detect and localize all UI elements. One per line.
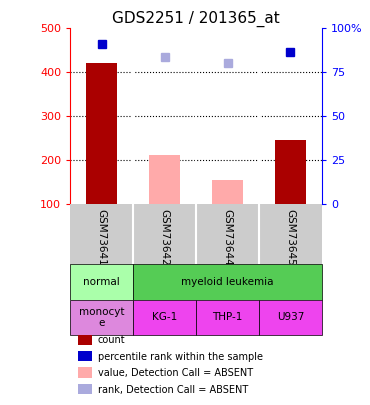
Text: myeloid leukemia: myeloid leukemia <box>181 277 274 287</box>
Bar <box>70 264 133 300</box>
Bar <box>196 300 259 335</box>
Bar <box>133 264 322 300</box>
Text: value, Detection Call = ABSENT: value, Detection Call = ABSENT <box>98 368 253 378</box>
Text: U937: U937 <box>277 312 304 322</box>
Bar <box>86 64 118 204</box>
Bar <box>78 351 92 362</box>
Text: GSM73641: GSM73641 <box>97 209 107 265</box>
Text: rank, Detection Call = ABSENT: rank, Detection Call = ABSENT <box>98 385 248 395</box>
Bar <box>78 367 92 378</box>
Bar <box>149 156 181 204</box>
Bar <box>70 300 133 335</box>
Bar <box>78 335 92 345</box>
Bar <box>78 384 92 394</box>
Title: GDS2251 / 201365_at: GDS2251 / 201365_at <box>112 11 280 27</box>
Text: percentile rank within the sample: percentile rank within the sample <box>98 352 263 362</box>
Text: normal: normal <box>83 277 120 287</box>
Text: GSM73644: GSM73644 <box>222 209 233 265</box>
Text: monocyt
e: monocyt e <box>79 307 124 328</box>
Text: GSM73645: GSM73645 <box>285 209 296 265</box>
Bar <box>275 140 306 204</box>
Bar <box>259 300 322 335</box>
Text: count: count <box>98 335 125 345</box>
Text: GSM73642: GSM73642 <box>159 209 170 265</box>
Bar <box>212 179 243 204</box>
Text: THP-1: THP-1 <box>212 312 243 322</box>
Bar <box>133 300 196 335</box>
Text: KG-1: KG-1 <box>152 312 177 322</box>
